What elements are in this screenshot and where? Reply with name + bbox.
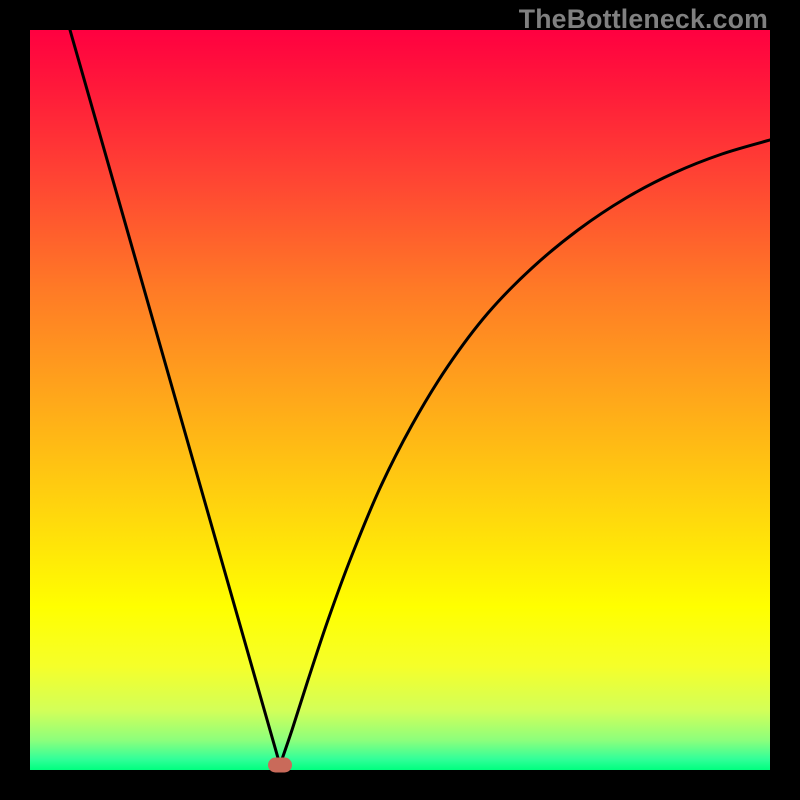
chart-frame: TheBottleneck.com bbox=[0, 0, 800, 800]
curve-right-branch bbox=[280, 140, 770, 765]
minimum-marker bbox=[268, 758, 292, 773]
curve-left-branch bbox=[70, 30, 280, 765]
curve-layer bbox=[30, 30, 770, 770]
watermark-text: TheBottleneck.com bbox=[519, 4, 768, 35]
plot-area bbox=[30, 30, 770, 770]
